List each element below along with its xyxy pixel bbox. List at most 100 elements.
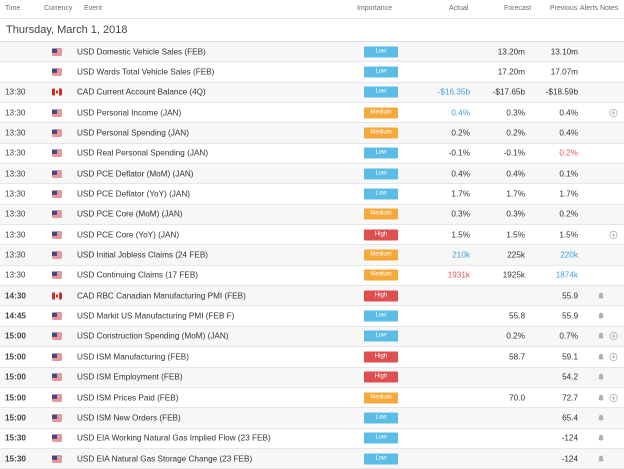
event-name[interactable]: USD Markit US Manufacturing PMI (FEB F) (77, 311, 235, 321)
event-row[interactable]: 13:30 USD PCE Core (YoY) (JAN) High 1.5%… (0, 225, 624, 246)
add-note-icon[interactable] (609, 393, 618, 402)
previous-value: 0.7% (559, 331, 578, 341)
event-name[interactable]: USD ISM Prices Paid (FEB) (77, 393, 179, 403)
event-row[interactable]: 13:30 CAD Current Account Balance (4Q) L… (0, 82, 624, 104)
event-name[interactable]: USD Domestic Vehicle Sales (FEB) (77, 47, 206, 57)
previous-value: 0.1% (559, 169, 578, 179)
event-name[interactable]: USD Real Personal Spending (JAN) (77, 148, 209, 158)
previous-value: 0.4% (559, 128, 578, 138)
event-row[interactable]: 13:30 USD Continuing Claims (17 FEB) Med… (0, 266, 624, 287)
previous-value: 59.1 (562, 352, 578, 362)
event-row[interactable]: USD Domestic Vehicle Sales (FEB) Low 13.… (0, 42, 624, 63)
importance-badge: Low (364, 432, 398, 444)
event-row[interactable]: 15:00 USD Construction Spending (MoM) (J… (0, 326, 624, 348)
bell-icon[interactable] (597, 312, 605, 320)
previous-value: -124 (561, 433, 578, 443)
event-name[interactable]: USD Personal Income (JAN) (77, 108, 182, 118)
event-name[interactable]: USD EIA Natural Gas Storage Change (23 F… (77, 454, 253, 464)
event-name[interactable]: USD ISM Manufacturing (FEB) (77, 352, 189, 362)
event-name[interactable]: USD Construction Spending (MoM) (JAN) (77, 331, 229, 341)
us-flag-icon (52, 414, 62, 422)
event-row[interactable]: 13:30 USD Real Personal Spending (JAN) L… (0, 144, 624, 165)
event-row[interactable]: 15:00 USD ISM Employment (FEB) High 54.2 (0, 367, 624, 388)
event-name[interactable]: USD ISM Employment (FEB) (77, 372, 183, 382)
us-flag-icon (52, 332, 62, 340)
us-flag-icon (52, 68, 62, 76)
event-row[interactable]: 13:30 USD PCE Deflator (YoY) (JAN) Low 1… (0, 184, 624, 205)
canada-flag-icon (52, 292, 62, 300)
us-flag-icon (52, 394, 62, 402)
event-name[interactable]: CAD Current Account Balance (4Q) (77, 87, 206, 97)
bell-icon[interactable] (597, 434, 605, 442)
header-notes: Notes (600, 5, 619, 12)
importance-badge: Medium (364, 249, 398, 261)
header-actual: Actual (449, 5, 469, 12)
event-time: 13:30 (5, 87, 26, 97)
actual-value: 0.4% (451, 169, 470, 179)
event-row[interactable]: USD Wards Total Vehicle Sales (FEB) Low … (0, 62, 624, 83)
event-name[interactable]: USD Continuing Claims (17 FEB) (77, 270, 199, 280)
importance-badge: Low (364, 86, 398, 98)
event-name[interactable]: USD PCE Core (YoY) (JAN) (77, 230, 180, 240)
header-previous: Previous (550, 5, 578, 12)
event-name[interactable]: USD EIA Working Natural Gas Implied Flow… (77, 433, 271, 443)
event-name[interactable]: CAD RBC Canadian Manufacturing PMI (FEB) (77, 291, 246, 301)
event-name[interactable]: USD PCE Deflator (MoM) (JAN) (77, 169, 194, 179)
importance-badge: Low (364, 412, 398, 424)
event-name[interactable]: USD PCE Deflator (YoY) (JAN) (77, 189, 190, 199)
event-row[interactable]: 14:30 CAD RBC Canadian Manufacturing PMI… (0, 286, 624, 307)
importance-badge: Low (364, 66, 398, 78)
event-row[interactable]: 15:30 USD EIA Natural Gas Storage Change… (0, 448, 624, 469)
event-list: USD Domestic Vehicle Sales (FEB) Low 13.… (0, 42, 624, 469)
bell-icon[interactable] (597, 332, 605, 341)
add-note-icon[interactable] (609, 108, 618, 117)
event-name[interactable]: USD Initial Jobless Claims (24 FEB) (77, 250, 209, 260)
event-row[interactable]: 13:30 USD PCE Deflator (MoM) (JAN) Low 0… (0, 164, 624, 185)
bell-icon[interactable] (597, 373, 605, 381)
add-note-icon[interactable] (609, 332, 618, 341)
forecast-value: 1.5% (506, 230, 525, 240)
add-note-icon[interactable] (609, 352, 618, 361)
previous-value: 17.07m (550, 67, 578, 77)
event-name[interactable]: USD Wards Total Vehicle Sales (FEB) (77, 67, 215, 77)
event-row[interactable]: 14:45 USD Markit US Manufacturing PMI (F… (0, 306, 624, 327)
bell-icon[interactable] (597, 353, 605, 361)
event-row[interactable]: 13:30 USD Personal Spending (JAN) Medium… (0, 123, 624, 144)
previous-value: 1.5% (559, 230, 578, 240)
forecast-value: 0.4% (506, 169, 525, 179)
event-name[interactable]: USD ISM New Orders (FEB) (77, 413, 181, 423)
event-name[interactable]: USD PCE Core (MoM) (JAN) (77, 209, 183, 219)
previous-value: 0.4% (559, 108, 578, 118)
bell-icon[interactable] (597, 394, 605, 402)
us-flag-icon (52, 353, 62, 361)
previous-value: 65.4 (562, 413, 578, 423)
event-row[interactable]: 15:00 USD ISM Manufacturing (FEB) High 5… (0, 347, 624, 368)
importance-badge: Low (364, 453, 398, 465)
event-time: 13:30 (5, 169, 26, 179)
previous-value: -124 (561, 454, 578, 464)
event-row[interactable]: 13:30 USD Personal Income (JAN) Medium 0… (0, 103, 624, 124)
importance-badge: Low (364, 147, 398, 159)
event-time: 15:30 (5, 433, 26, 443)
us-flag-icon (52, 271, 62, 279)
header-forecast: Forecast (504, 5, 532, 12)
event-row[interactable]: 13:30 USD PCE Core (MoM) (JAN) Medium 0.… (0, 204, 624, 226)
add-note-icon[interactable] (609, 230, 618, 239)
actual-value: -0.1% (448, 148, 470, 158)
us-flag-icon (52, 149, 62, 157)
actual-value: 0.2% (451, 128, 470, 138)
forecast-value: 55.8 (509, 311, 525, 321)
previous-value: 54.2 (562, 372, 578, 382)
previous-value: 55.9 (562, 291, 578, 301)
us-flag-icon (52, 210, 62, 218)
bell-icon[interactable] (597, 414, 605, 422)
event-row[interactable]: 15:00 USD ISM Prices Paid (FEB) Medium 7… (0, 388, 624, 409)
event-row[interactable]: 13:30 USD Initial Jobless Claims (24 FEB… (0, 245, 624, 266)
event-row[interactable]: 15:00 USD ISM New Orders (FEB) Low 65.4 (0, 408, 624, 429)
importance-badge: High (364, 229, 398, 241)
bell-icon[interactable] (597, 292, 605, 300)
event-row[interactable]: 15:30 USD EIA Working Natural Gas Implie… (0, 429, 624, 449)
forecast-value: 70.0 (509, 393, 525, 403)
header-importance: Importance (357, 5, 393, 12)
event-name[interactable]: USD Personal Spending (JAN) (77, 128, 189, 138)
